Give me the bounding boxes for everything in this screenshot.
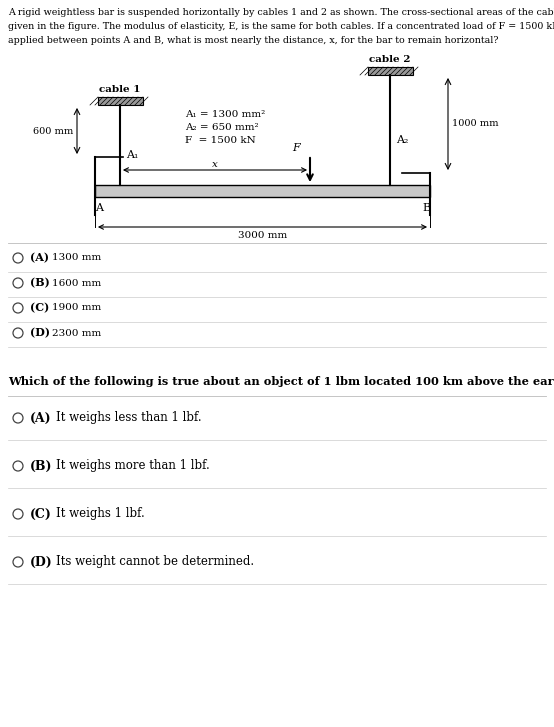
Text: (D): (D) [30, 555, 53, 569]
Text: It weighs less than 1 lbf.: It weighs less than 1 lbf. [56, 411, 202, 425]
Text: cable 1: cable 1 [99, 85, 141, 94]
Text: (D): (D) [30, 327, 50, 339]
Text: (C): (C) [30, 507, 52, 521]
Text: It weighs more than 1 lbf.: It weighs more than 1 lbf. [56, 459, 210, 473]
Text: applied between points A and B, what is most nearly the distance, x, for the bar: applied between points A and B, what is … [8, 36, 499, 45]
Bar [98, 97, 143, 105]
Text: Which of the following is true about an object of 1 lbm located 100 km above the: Which of the following is true about an … [8, 376, 554, 387]
Text: 3000 mm: 3000 mm [238, 231, 287, 240]
Bar [95, 185, 430, 197]
Text: A₁: A₁ [126, 150, 138, 160]
Text: Its weight cannot be determined.: Its weight cannot be determined. [56, 555, 254, 569]
Text: F  = 1500 kN: F = 1500 kN [185, 136, 256, 145]
Text: 1900 mm: 1900 mm [52, 303, 101, 313]
Text: F: F [292, 143, 300, 153]
Text: It weighs 1 lbf.: It weighs 1 lbf. [56, 507, 145, 521]
Text: 2300 mm: 2300 mm [52, 329, 101, 337]
Text: A₁ = 1300 mm²: A₁ = 1300 mm² [185, 110, 265, 119]
Bar [368, 67, 413, 75]
Text: 600 mm: 600 mm [33, 126, 73, 135]
Text: (A): (A) [30, 411, 52, 425]
Text: A₂ = 650 mm²: A₂ = 650 mm² [185, 123, 259, 132]
Text: (C): (C) [30, 302, 49, 313]
Text: (B): (B) [30, 459, 53, 473]
Text: A: A [95, 203, 103, 213]
Text: A rigid weightless bar is suspended horizontally by cables 1 and 2 as shown. The: A rigid weightless bar is suspended hori… [8, 8, 554, 17]
Text: (B): (B) [30, 278, 50, 289]
Text: B: B [422, 203, 430, 213]
Text: x: x [212, 160, 218, 169]
Text: cable 2: cable 2 [370, 55, 411, 64]
Text: 1300 mm: 1300 mm [52, 254, 101, 262]
Text: 1000 mm: 1000 mm [452, 119, 499, 129]
Text: A₂: A₂ [396, 135, 408, 145]
Text: 1600 mm: 1600 mm [52, 278, 101, 287]
Text: given in the figure. The modulus of elasticity, E, is the same for both cables. : given in the figure. The modulus of elas… [8, 22, 554, 31]
Text: (A): (A) [30, 252, 49, 263]
